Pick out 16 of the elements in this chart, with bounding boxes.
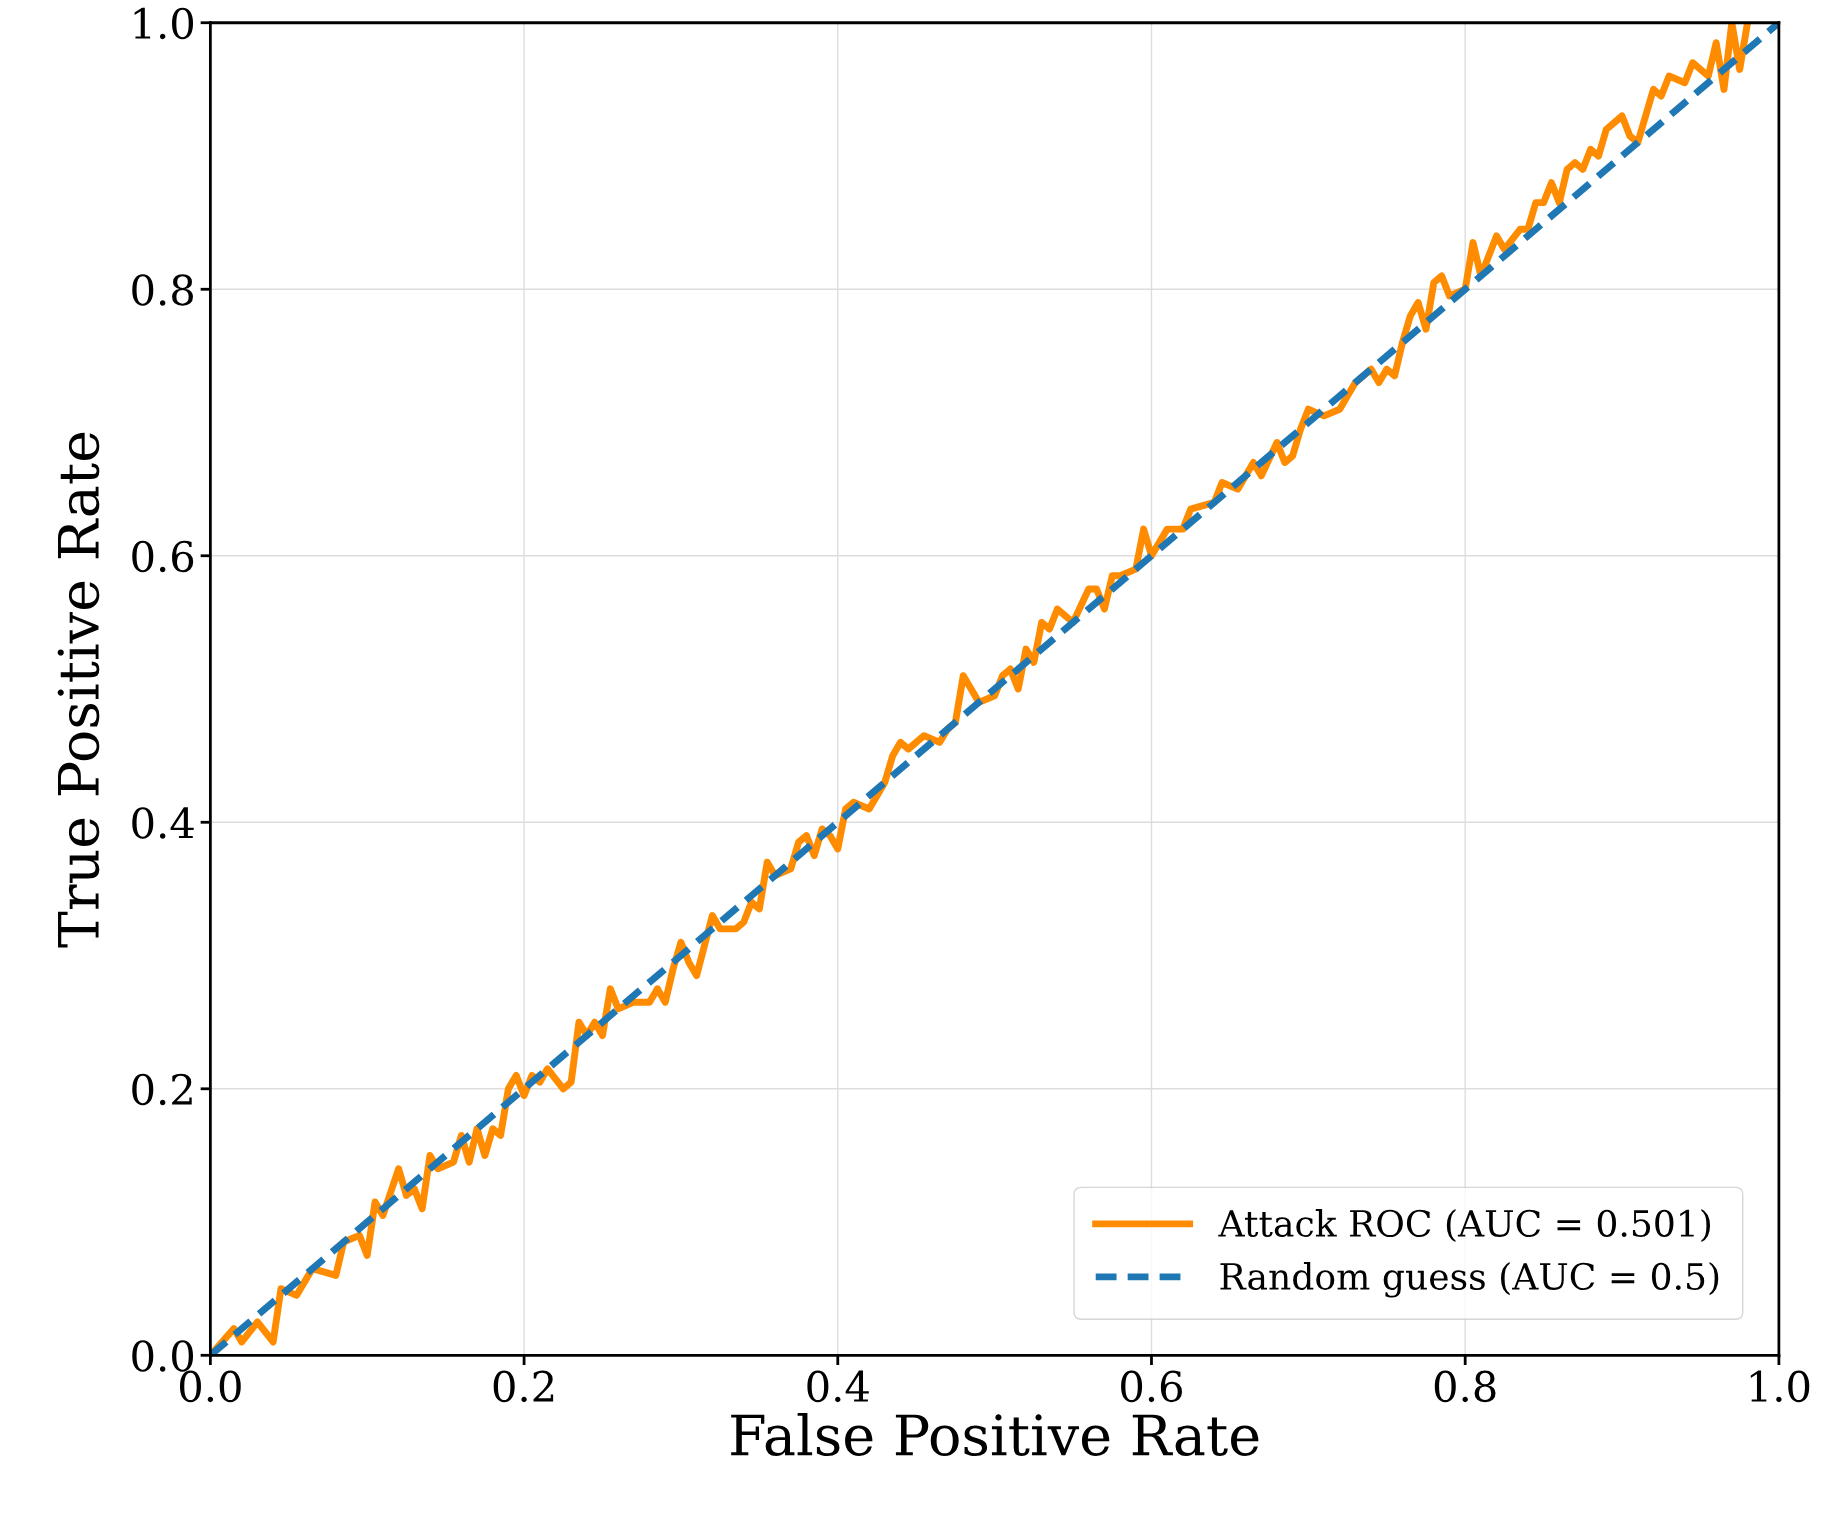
x-tick-label: 0.8 [1434,1370,1496,1403]
y-tick-label: 0.8 [132,274,193,306]
y-tick-label: 0.0 [132,1340,194,1372]
x-tick-label: 0.2 [493,1370,554,1403]
y-tick-label: 0.6 [132,540,194,573]
legend-label: Attack ROC (AUC = 0.501) [1218,1209,1711,1243]
x-tick-label: 0.4 [807,1370,869,1403]
y-tick-label: 0.2 [132,1073,192,1106]
x-tick-label: 1.0 [1750,1370,1810,1403]
y-tick-label: 1.0 [134,7,194,40]
x-tick-label: 0.0 [179,1370,241,1403]
y-tick-label: 0.4 [132,807,194,839]
y-axis-title: True Positive Rate [57,432,100,948]
x-axis-title: False Positive Rate [731,1412,1259,1456]
x-tick-label: 0.6 [1121,1370,1182,1403]
legend-label: Random guess (AUC = 0.5) [1220,1262,1719,1298]
